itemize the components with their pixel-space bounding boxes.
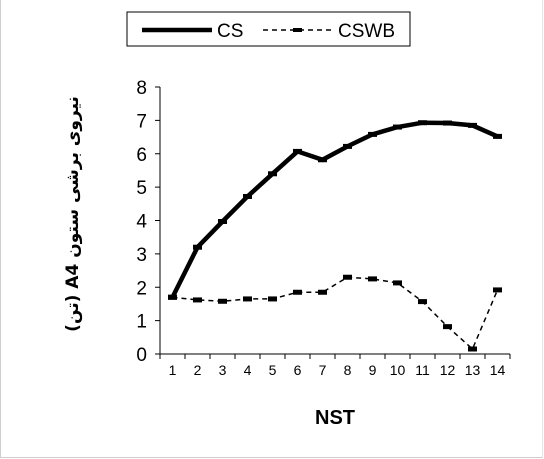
- x-tick-label: 13: [465, 362, 481, 378]
- x-tick-label: 10: [390, 362, 406, 378]
- data-point-cs: [343, 143, 352, 149]
- x-tick-label: 12: [440, 362, 456, 378]
- data-point-cs: [268, 171, 277, 177]
- series-layer: [168, 120, 502, 352]
- legend-box: [126, 11, 411, 47]
- data-point-cswb: [218, 298, 227, 304]
- data-point-cs: [493, 133, 502, 139]
- legend-label-cswb: CSWB: [338, 21, 395, 42]
- y-tick-label: 5: [136, 178, 147, 199]
- data-point-cs: [293, 148, 302, 154]
- x-tick-label: 3: [219, 362, 227, 378]
- y-tick-label: 3: [136, 245, 147, 266]
- y-tick-label: 0: [136, 345, 147, 366]
- data-point-cswb: [468, 346, 477, 352]
- y-tick-label: 4: [136, 212, 147, 233]
- legend: CS CSWB: [126, 11, 411, 47]
- x-axis-label: NST: [315, 407, 355, 429]
- x-tick-label: 8: [344, 362, 352, 378]
- x-ticks: 1 2 3 4 5 6 7 8 9 10 11 12 13 14: [159, 354, 511, 378]
- data-point-cswb: [268, 296, 277, 302]
- y-tick-label: 7: [136, 111, 147, 132]
- series-line-cs: [170, 120, 499, 299]
- data-point-cswb: [318, 289, 327, 295]
- x-tick-label: 1: [169, 362, 177, 378]
- x-tick-label: 7: [319, 362, 327, 378]
- data-point-cs: [368, 131, 377, 137]
- data-point-cs: [468, 122, 477, 128]
- y-ticks: 0 1 2 3 4 5 6 7 8: [136, 78, 160, 366]
- x-tick-label: 6: [294, 362, 302, 378]
- data-point-cs: [418, 120, 427, 126]
- data-point-cswb: [418, 299, 427, 305]
- y-tick-label: 8: [136, 78, 147, 99]
- legend-marker-cswb: [293, 28, 302, 32]
- data-point-cs: [168, 294, 177, 300]
- y-tick-label: 1: [136, 312, 147, 333]
- data-point-cs: [243, 193, 252, 199]
- legend-label-cs: CS: [217, 21, 243, 42]
- data-point-cs: [443, 120, 452, 126]
- data-point-cswb: [193, 297, 202, 303]
- x-tick-label: 11: [415, 362, 430, 378]
- data-point-cs: [393, 124, 402, 130]
- data-point-cs: [318, 157, 327, 163]
- x-tick-label: 14: [490, 362, 506, 378]
- y-tick-label: 2: [136, 278, 147, 299]
- y-axis-label: نیروی برشی ستون A4 (تن): [63, 96, 83, 332]
- series-line-cswb: [172, 276, 499, 351]
- y-tick-label: 6: [136, 145, 147, 166]
- data-point-cswb: [368, 276, 377, 282]
- data-point-cswb: [493, 287, 502, 293]
- x-tick-label: 9: [369, 362, 377, 378]
- x-tick-label: 2: [194, 362, 202, 378]
- data-point-cswb: [443, 324, 452, 330]
- x-tick-label: 5: [269, 362, 277, 378]
- x-tick-label: 4: [244, 362, 252, 378]
- data-point-cswb: [243, 296, 252, 302]
- data-point-cs: [218, 219, 227, 225]
- data-point-cs: [193, 244, 202, 250]
- data-point-cswb: [293, 289, 302, 295]
- data-point-cswb: [393, 280, 402, 286]
- data-point-cswb: [343, 274, 352, 280]
